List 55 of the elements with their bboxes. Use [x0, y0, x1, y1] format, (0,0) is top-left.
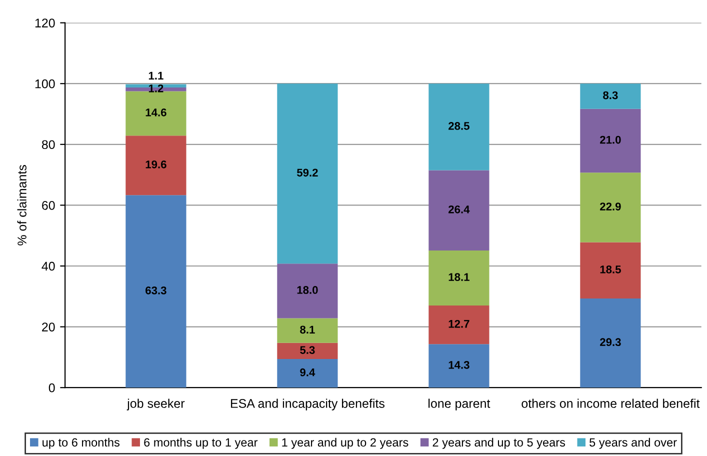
bar: [277, 359, 338, 388]
data-label: 18.5: [600, 266, 621, 274]
data-label: 14.3: [448, 360, 470, 369]
bar: [277, 342, 338, 360]
x-tick-label: others on income related benefit: [522, 398, 700, 408]
bar: [428, 344, 490, 388]
legend-label: 2 years and up to 5 years: [432, 438, 566, 449]
bar: [580, 84, 641, 109]
data-label: 1.1: [148, 72, 164, 80]
bar: [580, 298, 641, 388]
bar: [580, 172, 641, 242]
bar: [428, 306, 490, 344]
bar: [580, 108, 641, 173]
y-tick-label: 0: [48, 383, 55, 392]
data-label: 18.1: [448, 273, 470, 281]
data-label: 29.3: [600, 338, 621, 346]
data-label: 19.6: [146, 160, 166, 168]
x-tick-label: job seeker: [126, 398, 185, 410]
data-label: 26.4: [448, 205, 470, 214]
bar: [126, 136, 186, 196]
y-tick-label: 80: [42, 140, 55, 150]
bar: [126, 195, 186, 388]
data-label: 59.2: [296, 168, 318, 177]
data-label: 18.0: [297, 286, 318, 294]
legend-label: 1 year and up to 2 years: [282, 438, 408, 449]
y-tick-label: 60: [42, 201, 55, 210]
bar: [277, 84, 338, 264]
bar: [126, 91, 186, 136]
legend-label: up to 6 months: [42, 438, 120, 449]
x-tick-label: ESA and incapacity benefits: [230, 398, 384, 410]
y-tick-label: 20: [42, 322, 55, 332]
bar: [277, 318, 338, 343]
y-tick-label: 120: [35, 18, 55, 28]
data-label: 21.0: [600, 136, 621, 144]
x-tick-label: lone parent: [428, 398, 490, 410]
bar: [580, 242, 641, 299]
bar: [428, 84, 490, 170]
bar: [277, 264, 338, 318]
y-tick-label: 100: [35, 79, 55, 88]
legend-label: 5 years and over: [590, 438, 677, 449]
data-label: 9.4: [300, 368, 316, 376]
bar: [428, 250, 490, 306]
data-label: 8.3: [603, 91, 618, 100]
data-label: 1.2: [148, 84, 164, 92]
legend-label: 6 months up to 1 year: [144, 438, 258, 449]
data-label: 22.9: [600, 202, 621, 210]
y-axis-title: % of claimants: [17, 165, 26, 246]
data-label: 28.5: [448, 122, 470, 130]
bar: [428, 170, 490, 250]
data-label: 14.6: [146, 108, 166, 116]
data-label: 63.3: [146, 286, 166, 294]
y-tick-label: 40: [42, 262, 55, 271]
data-label: 12.7: [448, 320, 470, 328]
data-label: 5.3: [300, 346, 315, 354]
data-label: 8.1: [300, 326, 315, 334]
